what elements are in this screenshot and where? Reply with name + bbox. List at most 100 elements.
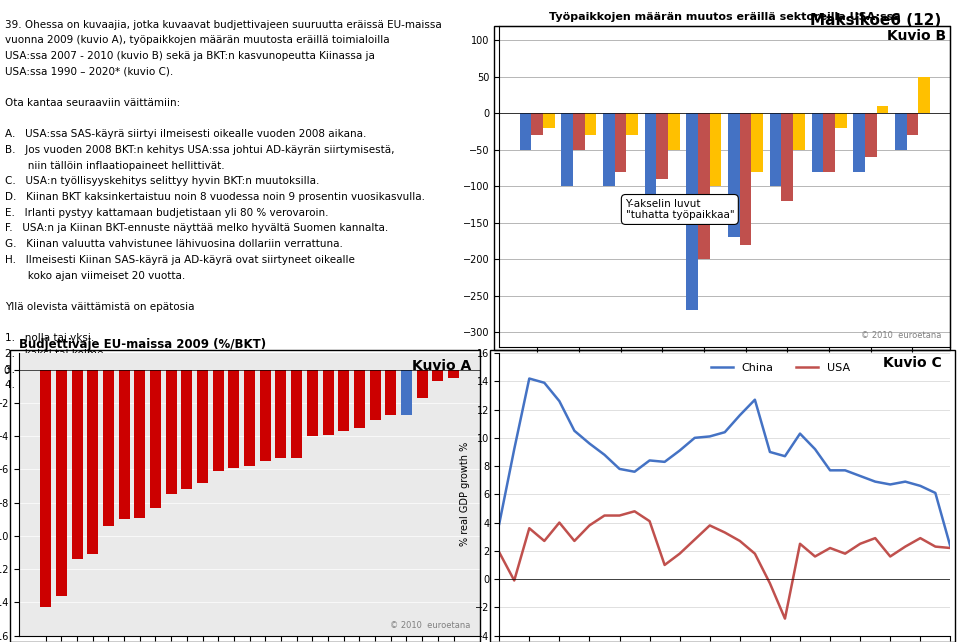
- Text: H.   Ilmeisesti Kiinan SAS-käyrä ja AD-käyrä ovat siirtyneet oikealle: H. Ilmeisesti Kiinan SAS-käyrä ja AD-käy…: [5, 255, 354, 265]
- Bar: [895, 113, 906, 150]
- Text: 39. Ohessa on kuvaajia, jotka kuvaavat budjettivajeen suuruutta eräissä EU-maiss: 39. Ohessa on kuvaajia, jotka kuvaavat b…: [5, 19, 442, 30]
- USA: [749, 550, 760, 557]
- Bar: [338, 370, 349, 431]
- USA: [659, 561, 670, 569]
- China: [900, 478, 911, 485]
- Bar: [323, 370, 333, 435]
- China: [689, 434, 701, 442]
- Bar: [181, 370, 192, 489]
- Bar: [645, 113, 657, 201]
- Bar: [72, 370, 83, 559]
- USA: [809, 553, 821, 560]
- Bar: [793, 113, 804, 150]
- Bar: [56, 370, 67, 596]
- Bar: [668, 113, 680, 150]
- Bar: [401, 370, 412, 415]
- Text: 3.   neljä tai viisi.: 3. neljä tai viisi.: [5, 365, 94, 375]
- Bar: [698, 113, 709, 259]
- Bar: [573, 113, 585, 150]
- China: [493, 520, 505, 528]
- Text: Y-akselin luvut
"tuhatta työpaikkaa": Y-akselin luvut "tuhatta työpaikkaa": [626, 198, 734, 220]
- Text: C.   USA:n työllisyyskehitys selittyy hyvin BKT:n muutoksilla.: C. USA:n työllisyyskehitys selittyy hyvi…: [5, 177, 319, 186]
- USA: [674, 550, 685, 557]
- Text: Kuvio A: Kuvio A: [412, 359, 470, 373]
- Title: Työpaikkojen määrän muutos eräillä sektoreilla USA:ssa: Työpaikkojen määrän muutos eräillä sekto…: [549, 12, 900, 22]
- Bar: [244, 370, 255, 466]
- Bar: [823, 113, 835, 171]
- Bar: [603, 113, 614, 186]
- Bar: [87, 370, 98, 554]
- Bar: [781, 113, 793, 201]
- China: [674, 447, 685, 455]
- Bar: [166, 370, 177, 494]
- Text: F.   USA:n ja Kiinan BKT-ennuste näyttää melko hyvältä Suomen kannalta.: F. USA:n ja Kiinan BKT-ennuste näyttää m…: [5, 223, 388, 234]
- USA: [554, 519, 565, 526]
- USA: [764, 580, 776, 587]
- USA: [539, 537, 550, 545]
- China: [794, 429, 805, 437]
- Bar: [519, 113, 532, 150]
- China: [599, 451, 611, 458]
- Bar: [876, 106, 888, 113]
- Bar: [770, 113, 781, 186]
- Text: Kuvio B: Kuvio B: [887, 29, 946, 43]
- China: [704, 433, 715, 440]
- USA: [493, 548, 505, 556]
- Text: Maksikoe6 (12): Maksikoe6 (12): [809, 13, 941, 28]
- Text: Kuvio C: Kuvio C: [882, 356, 942, 370]
- Bar: [614, 113, 627, 171]
- USA: [900, 542, 911, 550]
- China: [825, 467, 836, 474]
- China: [839, 467, 851, 474]
- Bar: [835, 113, 847, 128]
- Bar: [40, 370, 51, 607]
- China: [554, 397, 565, 405]
- China: [539, 379, 550, 386]
- Bar: [134, 370, 145, 517]
- Bar: [103, 370, 114, 526]
- Text: © 2010  euroetana: © 2010 euroetana: [391, 621, 470, 630]
- USA: [629, 507, 640, 515]
- Bar: [276, 370, 286, 458]
- USA: [794, 540, 805, 548]
- USA: [854, 540, 866, 548]
- China: [929, 489, 941, 497]
- Bar: [228, 370, 239, 468]
- Bar: [213, 370, 224, 471]
- China: [945, 542, 956, 550]
- USA: [523, 525, 535, 532]
- Bar: [307, 370, 318, 436]
- Line: China: China: [499, 379, 950, 546]
- China: [734, 412, 746, 419]
- USA: [568, 537, 580, 545]
- USA: [945, 544, 956, 552]
- Bar: [543, 113, 555, 128]
- Bar: [853, 113, 865, 171]
- Bar: [291, 370, 302, 458]
- China: [523, 375, 535, 383]
- China: [870, 478, 881, 485]
- USA: [509, 577, 520, 584]
- Text: Yllä olevista väittämistä on epätosia: Yllä olevista väittämistä on epätosia: [5, 302, 194, 312]
- USA: [704, 521, 715, 529]
- Text: Budjettivaje EU-maissa 2009 (%/BKT): Budjettivaje EU-maissa 2009 (%/BKT): [19, 338, 266, 351]
- Bar: [585, 113, 596, 135]
- Text: 1.   nolla tai yksi.: 1. nolla tai yksi.: [5, 333, 94, 343]
- Bar: [417, 370, 427, 398]
- China: [749, 396, 760, 404]
- Bar: [918, 77, 930, 113]
- China: [659, 458, 670, 465]
- China: [764, 448, 776, 456]
- Text: niin tällöin inflaatiopaineet hellittivät.: niin tällöin inflaatiopaineet hellittivä…: [5, 160, 225, 171]
- Bar: [119, 370, 130, 519]
- Text: Ota kantaa seuraaviin väittämiin:: Ota kantaa seuraaviin väittämiin:: [5, 98, 180, 108]
- China: [644, 456, 656, 464]
- Bar: [865, 113, 876, 157]
- Bar: [728, 113, 740, 238]
- USA: [734, 537, 746, 545]
- Text: D.   Kiinan BKT kaksinkertaistuu noin 8 vuodessa noin 9 prosentin vuosikasvulla.: D. Kiinan BKT kaksinkertaistuu noin 8 vu…: [5, 192, 424, 202]
- Text: 2.   kaksi tai kolme.: 2. kaksi tai kolme.: [5, 349, 107, 359]
- Text: E.   Irlanti pystyy kattamaan budjetistaan yli 80 % verovaroin.: E. Irlanti pystyy kattamaan budjetistaan…: [5, 208, 328, 218]
- Bar: [752, 113, 763, 171]
- Text: koko ajan viimeiset 20 vuotta.: koko ajan viimeiset 20 vuotta.: [5, 270, 185, 281]
